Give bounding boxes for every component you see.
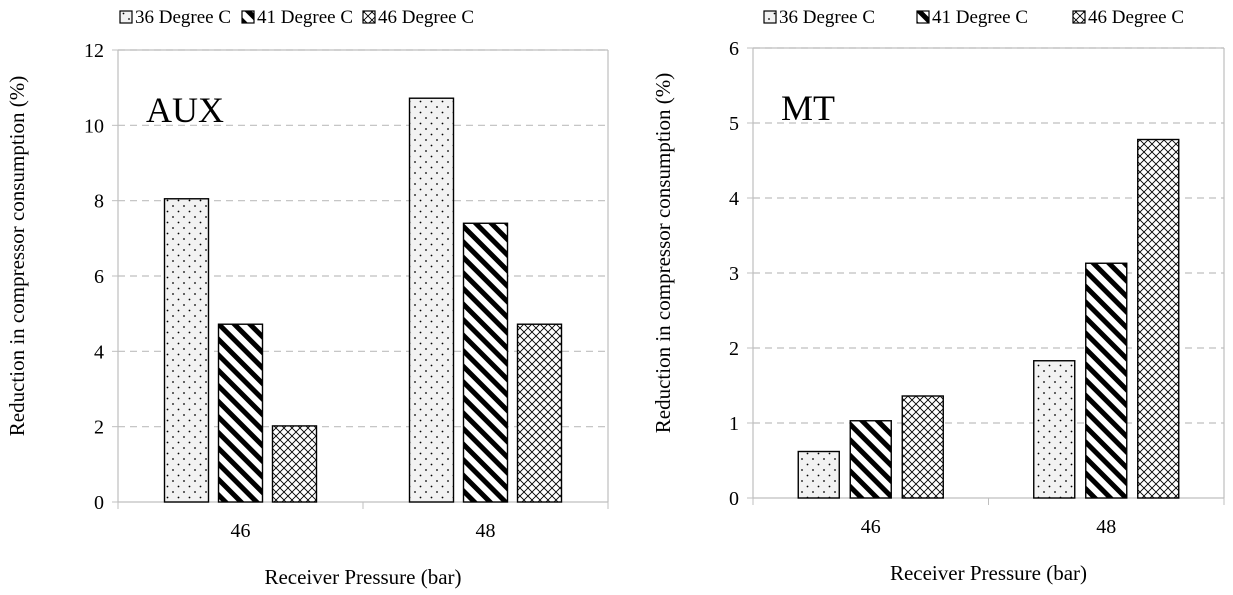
- bar-crosshatch-48: [516, 323, 563, 503]
- x-tick-label: 46: [861, 516, 881, 538]
- legend: 36 Degree C 41 Degree C 46 Degree C: [763, 7, 1184, 28]
- bar-diagonal-48: [1085, 262, 1128, 499]
- y-axis-title: Reduction in compressor consumption (%): [651, 73, 675, 433]
- y-tick-label: 2: [94, 417, 104, 439]
- y-tick-label: 2: [729, 338, 739, 360]
- bar-dots-48: [408, 97, 455, 503]
- bar-crosshatch-46: [901, 395, 944, 499]
- y-axis-title: Reduction in compressor consumption (%): [5, 76, 29, 436]
- chart-aux: 0 2 4 6 8 10 12 46 48 Receiver Pressure (bar) Redu…: [0, 0, 620, 590]
- x-tick-label: 48: [1096, 516, 1116, 538]
- y-tick-label: 12: [84, 40, 104, 62]
- legend-swatch-dots: [119, 10, 133, 24]
- bar-dots-46: [797, 450, 840, 499]
- legend-swatch-diagonal: [916, 10, 930, 24]
- bar-diagonal-46: [217, 323, 264, 503]
- bar-diagonal-46: [849, 420, 892, 499]
- legend-label: 36 Degree C: [135, 7, 231, 28]
- y-tick-label: 1: [729, 413, 739, 435]
- y-tick-label: 8: [94, 191, 104, 213]
- x-axis-title: Receiver Pressure (bar): [890, 561, 1087, 585]
- chart-mt: 0 1 2 3 4 5 6 46 48 Receiver Pressure (bar) Reduct…: [640, 0, 1233, 590]
- legend-label: 41 Degree C: [932, 7, 1028, 28]
- bar-diagonal-48: [462, 222, 509, 503]
- y-tick-label: 6: [94, 266, 104, 288]
- y-tick-label: 10: [84, 115, 104, 137]
- legend-label: 36 Degree C: [779, 7, 875, 28]
- legend-swatch-diagonal: [241, 10, 255, 24]
- y-tick-label: 0: [94, 492, 104, 514]
- panel-label: MT: [781, 88, 835, 128]
- legend-swatch-dots: [763, 10, 777, 24]
- y-tick-label: 6: [729, 38, 739, 60]
- y-tick-label: 0: [729, 488, 739, 510]
- x-axis-title: Receiver Pressure (bar): [264, 565, 461, 589]
- x-tick-label: 46: [231, 520, 251, 542]
- legend-swatch-crosshatch: [362, 10, 376, 24]
- y-tick-label: 3: [729, 263, 739, 285]
- legend-label: 46 Degree C: [378, 7, 474, 28]
- y-tick-label: 4: [94, 341, 104, 363]
- bar-crosshatch-48: [1137, 138, 1180, 499]
- legend-swatch-crosshatch: [1072, 10, 1086, 24]
- bar-dots-46: [163, 198, 210, 503]
- bar-crosshatch-46: [271, 425, 318, 503]
- y-tick-label: 5: [729, 113, 739, 135]
- chart-mt-svg: 0 1 2 3 4 5 6 46 48 Receiver Pressure (bar) Reduct…: [651, 7, 1225, 585]
- legend: 36 Degree C 41 Degree C 46 Degree C: [119, 7, 474, 28]
- legend-label: 46 Degree C: [1088, 7, 1184, 28]
- legend-label: 41 Degree C: [257, 7, 353, 28]
- y-tick-label: 4: [729, 188, 739, 210]
- bar-dots-48: [1033, 360, 1076, 499]
- x-tick-label: 48: [476, 520, 496, 542]
- panel-label: AUX: [146, 90, 224, 130]
